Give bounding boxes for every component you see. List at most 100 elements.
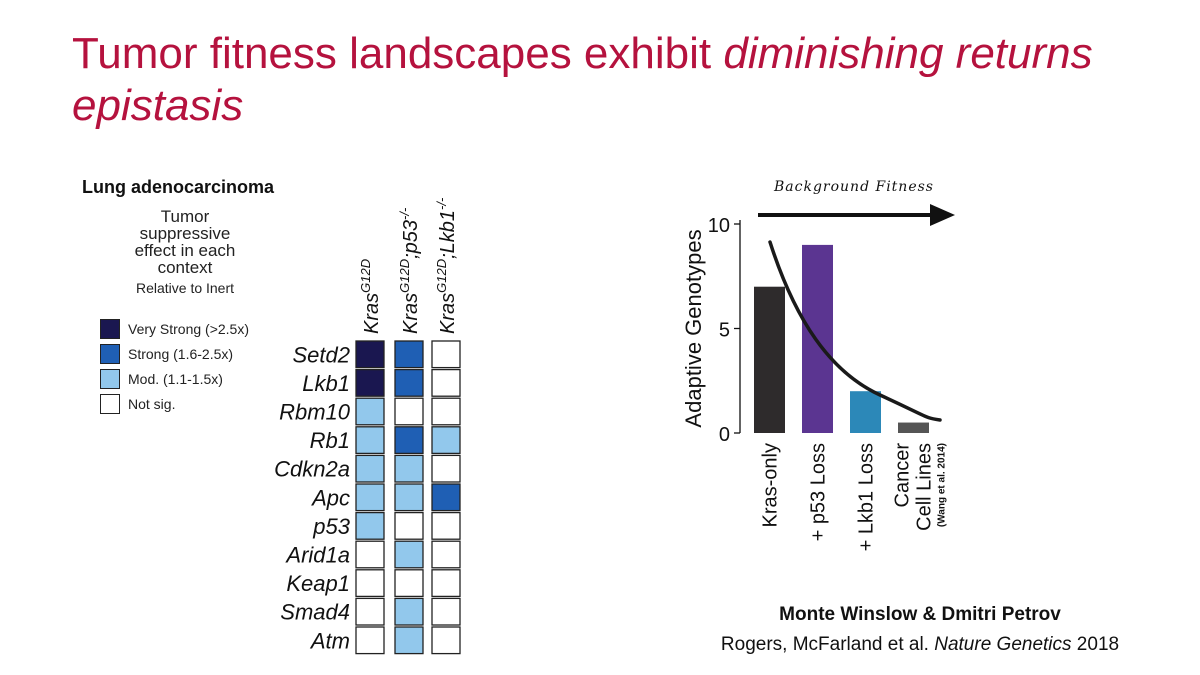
heatmap-legend: Very Strong (>2.5x) Strong (1.6-2.5x) Mo… — [100, 316, 249, 416]
x-tick-label-group: Cancer Cell Lines (Wang et al. 2014) — [892, 443, 948, 531]
legend-label: Mod. (1.1-1.5x) — [128, 370, 223, 387]
x-tick-label: Cell Lines — [914, 443, 936, 531]
legend-label: Very Strong (>2.5x) — [128, 320, 250, 337]
row-label: Rb1 — [310, 428, 350, 453]
heatmap-cell — [431, 511, 461, 540]
bar — [850, 391, 881, 433]
legend-title: Tumor suppressive effect in each context… — [100, 208, 270, 297]
citation: Rogers, McFarland et al. Nature Genetics… — [640, 634, 1200, 656]
column-header-suffix: ;p53 — [400, 220, 422, 259]
chart-title: Background Fitness — [773, 179, 934, 195]
row-label: Rbm10 — [279, 400, 351, 425]
slide-title: Tumor fitness landscapes exhibit diminis… — [72, 28, 1172, 132]
column-header-base: Kras — [437, 293, 459, 334]
legend-title-line: suppressive — [139, 224, 231, 243]
legend-swatch — [100, 393, 120, 414]
column-header-suffix-sup: -/- — [434, 197, 449, 210]
panel-label: Lung adenocarcinoma — [82, 177, 275, 197]
heatmap-cell — [355, 368, 385, 397]
heatmap-cell — [394, 454, 424, 483]
heatmap-cell — [355, 426, 385, 455]
row-label: Lkb1 — [302, 371, 350, 396]
heatmap-cell — [394, 597, 424, 626]
heatmap-cell — [355, 454, 385, 483]
row-label: Keap1 — [286, 571, 350, 596]
heatmap-cell — [431, 426, 461, 455]
title-italic: diminishing returns epistasis — [72, 29, 1093, 130]
legend-title-line: context — [157, 258, 213, 277]
y-tick-label: 0 — [719, 424, 730, 446]
heatmap-cell — [394, 368, 424, 397]
heatmap-cell — [431, 483, 461, 512]
legend-swatch — [100, 318, 120, 339]
title-plain: Tumor fitness landscapes exhibit — [72, 29, 724, 78]
cite-journal: Nature Genetics — [934, 634, 1072, 655]
heatmap-cell — [431, 540, 461, 569]
heatmap-cell — [394, 540, 424, 569]
column-header-sup: G12D — [358, 259, 373, 293]
heatmap-cell — [355, 540, 385, 569]
legend-item: Mod. (1.1-1.5x) — [100, 366, 249, 391]
heatmap-cell — [355, 483, 385, 512]
heatmap-cell — [431, 397, 461, 426]
row-label: Apc — [310, 485, 350, 510]
heatmap-chart: KrasG12DKrasG12D;p53-/-KrasG12D;Lkb1-/-S… — [274, 197, 461, 655]
row-label: p53 — [312, 514, 350, 539]
legend-title-line: effect in each — [134, 241, 236, 260]
column-header-sup: G12D — [434, 259, 449, 293]
heatmap-cell — [394, 569, 424, 598]
heatmap-cell — [355, 626, 385, 655]
column-header-suffix-sup: -/- — [397, 207, 412, 220]
heatmap-cell — [394, 511, 424, 540]
row-label: Smad4 — [280, 600, 350, 625]
column-header-base: Kras — [361, 293, 383, 334]
fitness-arrow-head — [930, 204, 955, 226]
y-tick-label: 5 — [719, 320, 730, 342]
legend-label: Strong (1.6-2.5x) — [128, 345, 234, 362]
heatmap-cell — [431, 340, 461, 369]
heatmap-cell — [394, 397, 424, 426]
legend-item: Not sig. — [100, 391, 249, 416]
x-tick-label: + p53 Loss — [808, 443, 830, 541]
column-header-base: Kras — [400, 293, 422, 334]
column-header-sup: G12D — [397, 259, 412, 293]
x-tick-note: (Wang et al. 2014) — [937, 443, 948, 527]
heatmap-cell — [355, 597, 385, 626]
x-tick-label-group: Kras-only — [760, 443, 782, 527]
heatmap-cell — [355, 397, 385, 426]
heatmap-cell — [431, 626, 461, 655]
column-header: KrasG12D — [358, 259, 383, 334]
column-header-suffix: ;Lkb1 — [437, 210, 459, 259]
heatmap-cell — [394, 483, 424, 512]
heatmap-cell — [394, 340, 424, 369]
y-tick-label: 10 — [708, 215, 730, 237]
row-label: Setd2 — [293, 342, 351, 367]
legend-item: Strong (1.6-2.5x) — [100, 341, 249, 366]
x-tick-label: + Lkb1 Loss — [856, 443, 878, 551]
heatmap-cell — [394, 626, 424, 655]
heatmap-cell — [431, 597, 461, 626]
x-tick-label-group: + Lkb1 Loss — [856, 443, 878, 551]
row-label: Atm — [309, 628, 350, 653]
heatmap-cell — [394, 426, 424, 455]
column-header: KrasG12D;p53-/- — [397, 207, 422, 334]
legend-label: Not sig. — [128, 395, 176, 412]
legend-swatch — [100, 368, 120, 389]
heatmap-cell — [431, 569, 461, 598]
legend-subtitle: Relative to Inert — [135, 280, 235, 296]
x-tick-label: Cancer — [892, 443, 914, 508]
heatmap-cell — [431, 454, 461, 483]
heatmap-cell — [355, 511, 385, 540]
column-header: KrasG12D;Lkb1-/- — [434, 197, 459, 334]
x-tick-label: Kras-only — [760, 443, 782, 527]
cite-authors: Rogers, McFarland et al. — [720, 634, 935, 655]
row-label: Arid1a — [284, 543, 350, 568]
heatmap-cell — [355, 340, 385, 369]
bar — [898, 422, 929, 433]
trend-curve — [768, 240, 942, 422]
credit: Monte Winslow & Dmitri Petrov — [779, 604, 1061, 625]
cite-year: 2018 — [1071, 634, 1120, 655]
legend-title-line: Tumor — [160, 207, 210, 226]
y-axis-label: Adaptive Genotypes — [681, 229, 706, 427]
